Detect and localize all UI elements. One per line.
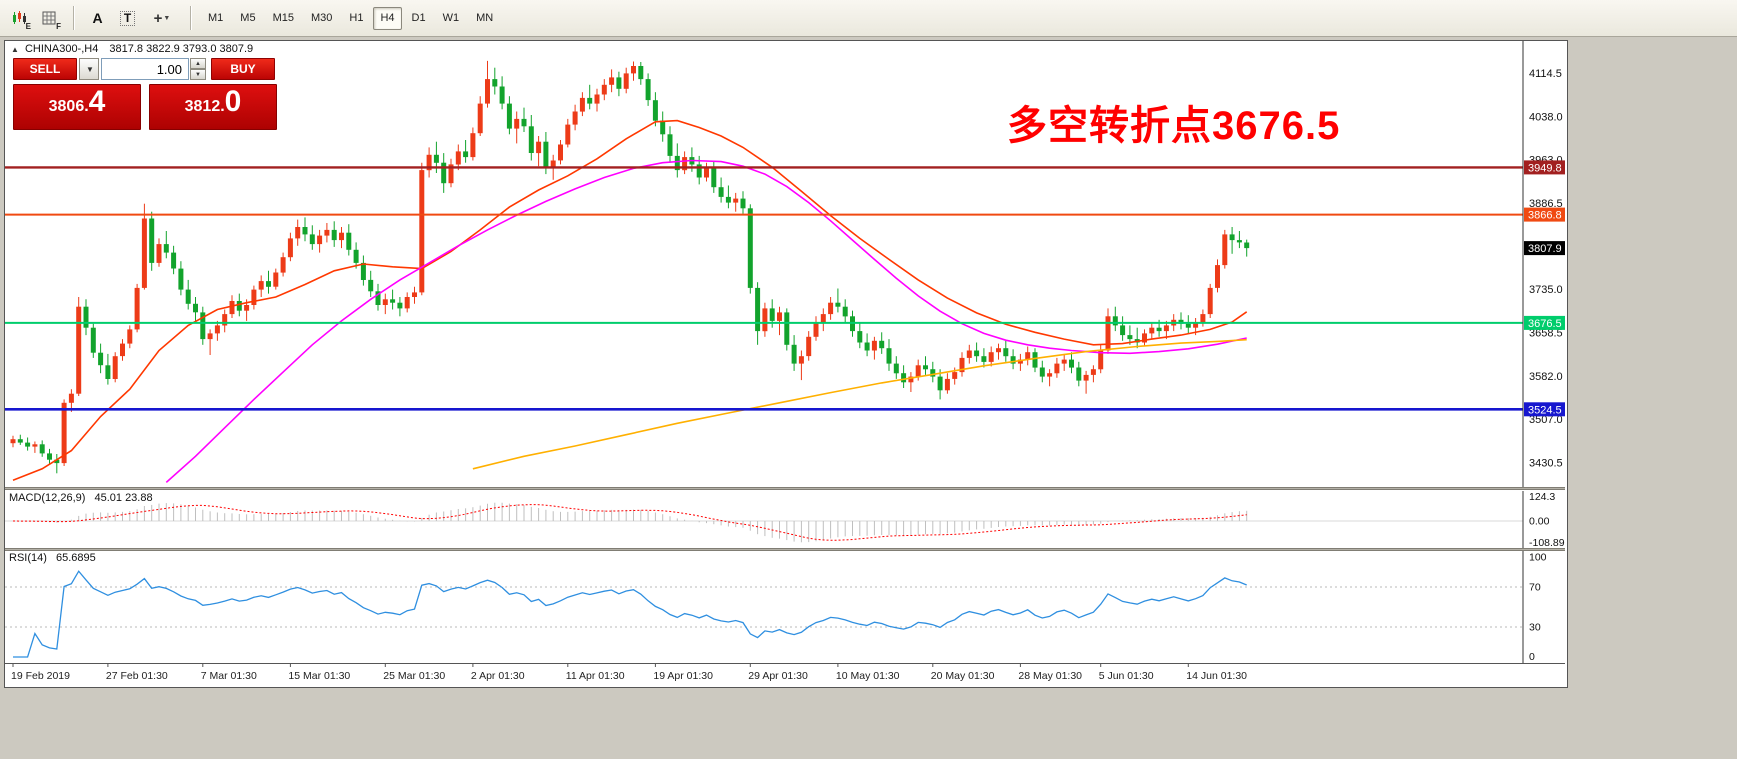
panel-separator[interactable]	[5, 487, 1565, 490]
timeframe-h4-button[interactable]: H4	[373, 6, 402, 30]
buy-price-small: 3812.	[184, 98, 225, 115]
time-axis[interactable]: 19 Feb 2019 27 Feb 01:30 7 Mar 01:30 15 Mar…	[5, 663, 1565, 686]
timeframe-d1-button[interactable]: D1	[405, 7, 433, 30]
svg-text:3430.5: 3430.5	[1529, 457, 1563, 469]
timeframe-h1-button[interactable]: H1	[342, 7, 370, 30]
sell-price-box[interactable]: 3806. 4	[13, 84, 141, 130]
svg-text:29 Apr 01:30: 29 Apr 01:30	[748, 670, 808, 682]
timeframe-m30-button[interactable]: M30	[304, 7, 339, 30]
icon-badge-e: E	[25, 21, 31, 31]
volume-dropdown-button[interactable]: ▼	[79, 58, 99, 80]
rsi-indicator-panel[interactable]: 100 70 30 0 RSI(14) 65.6895	[5, 551, 1565, 663]
buy-price-big-digit: 0	[224, 85, 242, 118]
svg-text:25 Mar 01:30: 25 Mar 01:30	[383, 670, 445, 682]
candlestick-chart-icon	[12, 11, 26, 24]
grid-icon	[42, 11, 56, 25]
svg-text:7 Mar 01:30: 7 Mar 01:30	[201, 670, 257, 682]
chart-annotation-text: 多空转折点3676.5	[1007, 104, 1341, 148]
svg-text:3676.5: 3676.5	[1528, 318, 1562, 330]
sell-price-small: 3806.	[48, 98, 89, 115]
rsi-value: 65.6895	[55, 552, 96, 564]
sell-button[interactable]: SELL	[13, 58, 77, 80]
svg-text:-108.89: -108.89	[1529, 537, 1565, 549]
buy-price-box[interactable]: 3812. 0	[149, 84, 277, 130]
collapse-panel-icon[interactable]: ▲	[11, 45, 19, 54]
svg-text:3866.8: 3866.8	[1528, 210, 1562, 222]
price-chart-area[interactable]: 4114.5 4038.0 3963.0 3886.5 3735.0 3658.5 3582…	[5, 41, 1565, 487]
svg-text:124.3: 124.3	[1529, 491, 1555, 503]
svg-text:10 May 01:30: 10 May 01:30	[836, 670, 900, 682]
rsi-label: RSI(14) 65.6895	[9, 552, 96, 564]
svg-text:30: 30	[1529, 622, 1541, 634]
macd-values: 45.01 23.88	[94, 492, 153, 504]
svg-text:28 May 01:30: 28 May 01:30	[1018, 670, 1082, 682]
svg-text:20 May 01:30: 20 May 01:30	[931, 670, 995, 682]
volume-input[interactable]	[101, 58, 189, 80]
spinner-down-button[interactable]: ▼	[190, 69, 206, 80]
ohlc-values: 3817.8 3822.9 3793.0 3807.9	[109, 43, 254, 55]
svg-text:4114.5: 4114.5	[1529, 68, 1562, 80]
timeframe-m5-button[interactable]: M5	[233, 7, 262, 30]
svg-text:3582.0: 3582.0	[1529, 371, 1563, 383]
font-tool-button[interactable]: A	[84, 6, 111, 31]
svg-text:3886.5: 3886.5	[1529, 198, 1563, 210]
toolbar-separator	[73, 6, 74, 30]
svg-text:0: 0	[1529, 651, 1535, 663]
crosshair-icon: +	[153, 9, 163, 27]
svg-text:4038.0: 4038.0	[1529, 112, 1563, 124]
grid-chart-icon-button[interactable]: F	[36, 6, 63, 31]
rsi-chart-svg[interactable]: 100 70 30 0	[5, 551, 1565, 663]
top-toolbar: E F A T + ▼ M1 M5 M15 M30 H1 H4 D1 W1 MN	[0, 0, 1737, 37]
svg-text:3949.8: 3949.8	[1528, 162, 1562, 174]
svg-text:3807.9: 3807.9	[1528, 243, 1562, 255]
svg-text:100: 100	[1529, 552, 1547, 564]
volume-spinner: ▲ ▼	[190, 58, 206, 80]
svg-text:27 Feb 01:30: 27 Feb 01:30	[106, 670, 168, 682]
svg-text:14 Jun 01:30: 14 Jun 01:30	[1186, 670, 1247, 682]
macd-name: MACD(12,26,9)	[9, 492, 86, 504]
timeframe-m1-button[interactable]: M1	[201, 7, 230, 30]
buy-button[interactable]: BUY	[211, 58, 275, 80]
chart-window: 4114.5 4038.0 3963.0 3886.5 3735.0 3658.5 3582…	[4, 40, 1568, 688]
chevron-down-icon: ▼	[86, 64, 94, 74]
macd-chart-svg[interactable]: 124.3 0.00 -108.89	[5, 491, 1565, 549]
symbol-title: CHINA300-,H4	[24, 43, 99, 55]
text-t-icon: T	[119, 10, 136, 26]
svg-text:3507.0: 3507.0	[1529, 414, 1563, 426]
crosshair-tool-button[interactable]: + ▼	[144, 6, 180, 31]
font-a-icon: A	[92, 10, 103, 26]
timeframe-w1-button[interactable]: W1	[436, 7, 467, 30]
svg-text:3735.0: 3735.0	[1529, 284, 1563, 296]
toolbar-separator	[190, 6, 191, 30]
svg-text:70: 70	[1529, 582, 1541, 594]
rsi-name: RSI(14)	[9, 552, 47, 564]
sell-price-big-digit: 4	[88, 85, 106, 118]
svg-text:2 Apr 01:30: 2 Apr 01:30	[471, 670, 525, 682]
timeframe-mn-button[interactable]: MN	[469, 7, 500, 30]
macd-label: MACD(12,26,9) 45.01 23.88	[9, 492, 153, 504]
svg-text:3658.5: 3658.5	[1529, 328, 1563, 340]
macd-indicator-panel[interactable]: 124.3 0.00 -108.89 MACD(12,26,9) 45.01 23.…	[5, 491, 1565, 549]
main-chart-svg[interactable]: 4114.54038.03963.03886.53735.03658.53582…	[5, 41, 1565, 487]
svg-text:19 Feb 2019: 19 Feb 2019	[11, 670, 70, 682]
svg-text:15 Mar 01:30: 15 Mar 01:30	[288, 670, 350, 682]
spinner-up-button[interactable]: ▲	[190, 58, 206, 69]
svg-text:0.00: 0.00	[1529, 516, 1550, 528]
timeframe-m15-button[interactable]: M15	[266, 7, 301, 30]
panel-separator[interactable]	[5, 548, 1565, 551]
time-axis-svg[interactable]: 19 Feb 2019 27 Feb 01:30 7 Mar 01:30 15 Mar…	[5, 663, 1565, 686]
chart-header: ▲ CHINA300-,H4 3817.8 3822.9 3793.0 3807…	[11, 43, 253, 55]
text-label-tool-button[interactable]: T	[114, 6, 141, 31]
chevron-down-icon: ▼	[163, 14, 171, 22]
svg-text:19 Apr 01:30: 19 Apr 01:30	[653, 670, 713, 682]
svg-text:11 Apr 01:30: 11 Apr 01:30	[566, 670, 625, 682]
one-click-trading-panel: SELL ▼ ▲ ▼ BUY 3806. 4 3812. 0	[13, 58, 279, 130]
svg-text:5 Jun 01:30: 5 Jun 01:30	[1099, 670, 1154, 682]
icon-badge-f: F	[56, 21, 61, 31]
svg-text:3524.5: 3524.5	[1528, 404, 1562, 416]
candlestick-chart-icon-button[interactable]: E	[6, 6, 33, 31]
